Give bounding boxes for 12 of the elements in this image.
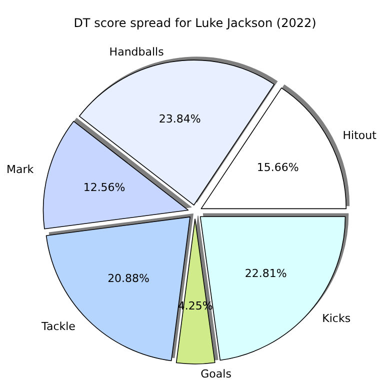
chart-title: DT score spread for Luke Jackson (2022)	[74, 16, 316, 30]
data-label: 20.88%	[108, 272, 150, 285]
slice-label: Mark	[6, 163, 34, 176]
data-label: 23.84%	[158, 112, 201, 126]
slice-label: Tackle	[40, 320, 76, 334]
data-label: 12.56%	[83, 180, 126, 194]
slice-label: Hitout	[342, 128, 378, 142]
slice-label: Handballs	[109, 46, 164, 59]
slice-label: Kicks	[322, 312, 351, 325]
data-label: 22.81%	[244, 267, 287, 280]
slice-label: Goals	[200, 368, 232, 380]
data-label: 15.66%	[256, 161, 299, 174]
